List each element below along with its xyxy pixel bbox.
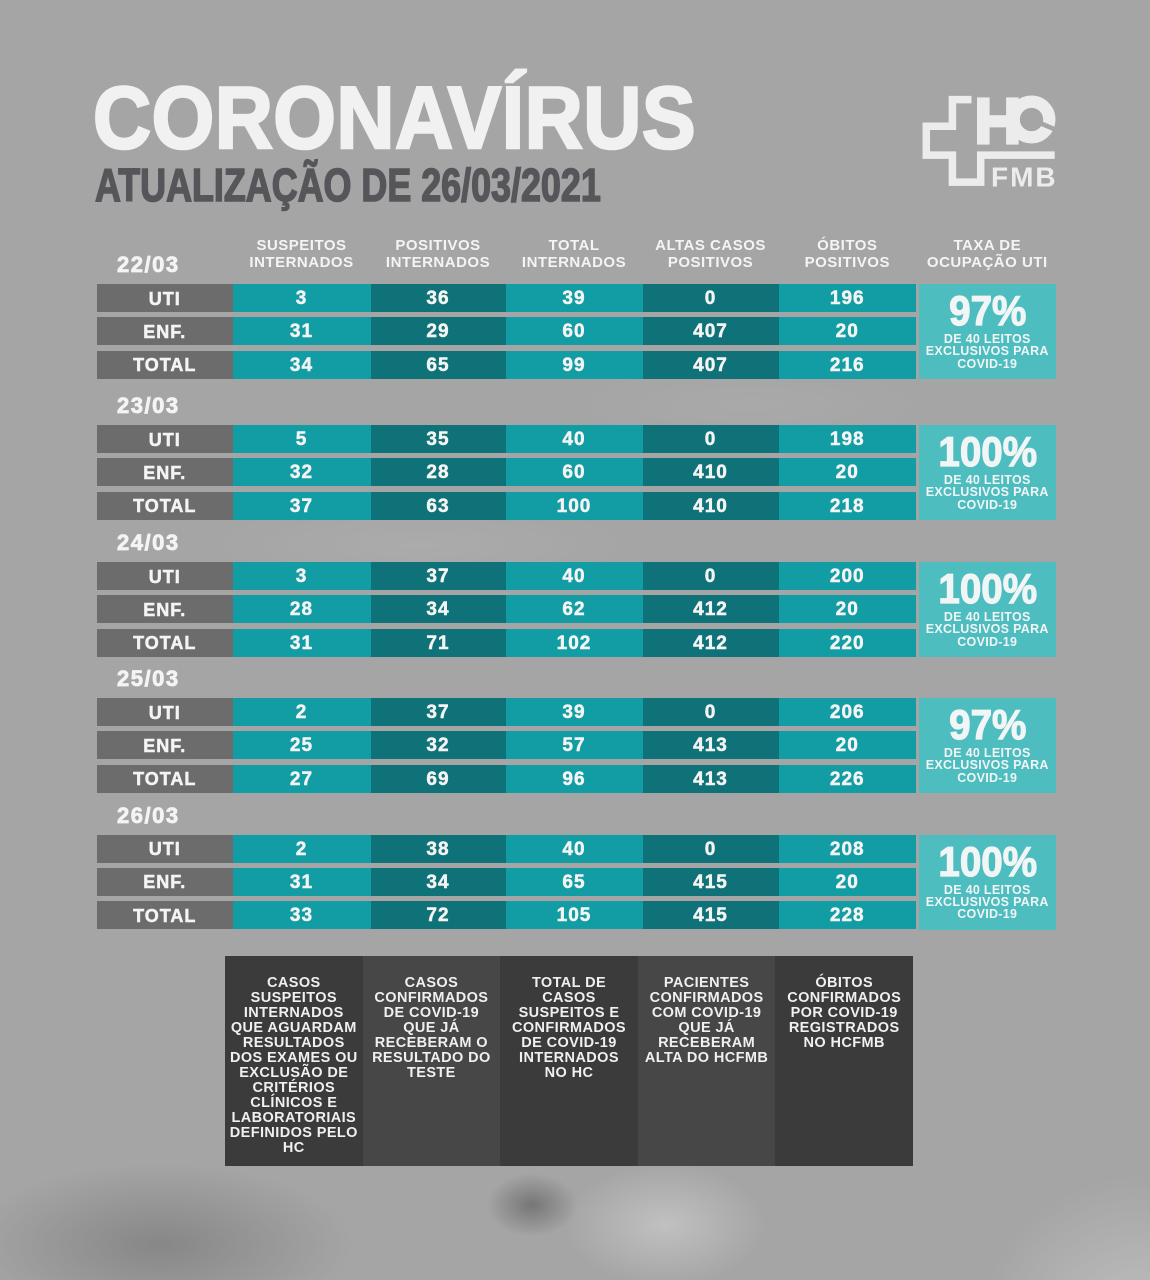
svg-text:FMB: FMB — [991, 162, 1058, 193]
